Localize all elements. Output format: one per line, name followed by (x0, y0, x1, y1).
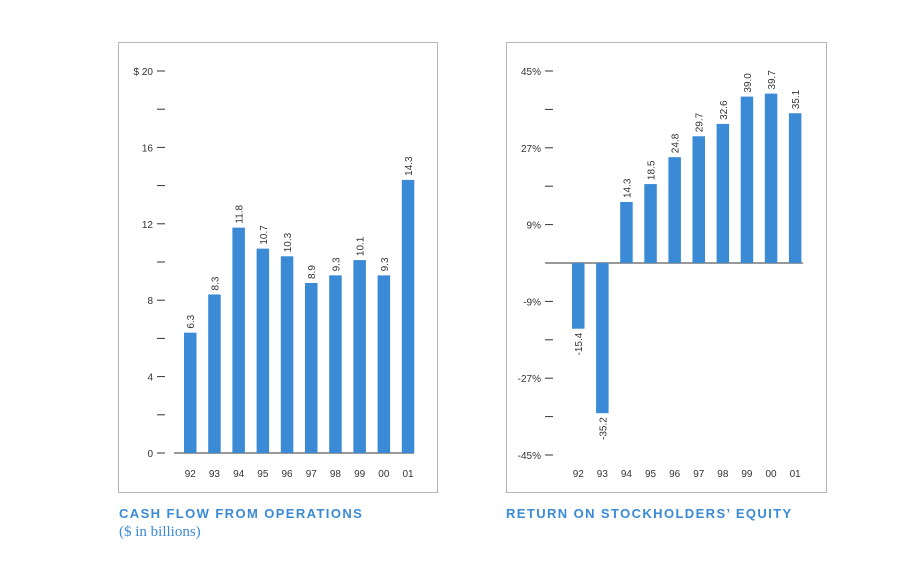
cash-flow-x-tick-label: 98 (330, 469, 342, 480)
cash-flow-x-tick-label: 95 (257, 469, 269, 480)
cash-flow-x-tick-label: 96 (281, 469, 293, 480)
roe-value-label: 29.7 (695, 112, 706, 132)
roe-y-tick-label: -27% (518, 374, 541, 385)
cash-flow-chart: 0 4 8 12 16 $ 20 6.3 92 8.3 93 11.8 94 10.7 95 10.3 96 8… (134, 67, 416, 480)
roe-chart: -45% -27% -9% 9% 27% 45% -15.4 92 -35.2 93 14.3 94 1… (518, 67, 803, 480)
roe-x-tick-label: 95 (645, 469, 657, 480)
roe-x-tick-label: 96 (669, 469, 681, 480)
cash-flow-x-tick-label: 99 (354, 469, 366, 480)
roe-y-tick-label: -9% (523, 297, 541, 308)
roe-chart-title: RETURN ON STOCKHOLDERS’ EQUITY (506, 506, 793, 521)
roe-x-tick-label: 98 (717, 469, 729, 480)
cash-flow-chart-subtitle: ($ in billions) (119, 524, 201, 540)
roe-y-tick-label: 27% (521, 144, 541, 155)
roe-bar (764, 93, 778, 263)
roe-value-label: 14.3 (622, 178, 633, 198)
roe-x-tick-label: 99 (741, 469, 753, 480)
roe-bar (692, 136, 705, 263)
roe-value-label: -35.2 (598, 417, 609, 440)
roe-value-label: 18.5 (647, 160, 658, 180)
cash-flow-y-tick-label: 4 (147, 373, 153, 384)
cash-flow-value-label: 9.3 (331, 257, 342, 271)
roe-bar (644, 184, 657, 263)
cash-flow-bar (232, 227, 245, 453)
cash-flow-y-tick-label: 8 (147, 296, 153, 307)
roe-chart-panel: -45% -27% -9% 9% 27% 45% -15.4 92 -35.2 93 14.3 94 1… (506, 42, 827, 493)
cash-flow-bar (329, 275, 342, 453)
cash-flow-value-label: 8.9 (307, 265, 318, 279)
cash-flow-y-tick-label: $ 20 (134, 67, 154, 78)
cash-flow-x-tick-label: 93 (209, 469, 221, 480)
cash-flow-y-tick-label: 16 (142, 143, 154, 154)
roe-bar (596, 263, 609, 414)
roe-x-tick-label: 94 (621, 469, 633, 480)
cash-flow-value-label: 10.7 (259, 225, 270, 245)
cash-flow-bar (208, 294, 221, 453)
cash-flow-x-tick-label: 92 (185, 469, 197, 480)
roe-y-tick-label: 9% (527, 221, 542, 232)
roe-value-label: 39.7 (767, 70, 778, 90)
cash-flow-chart-title: CASH FLOW FROM OPERATIONS (119, 506, 364, 521)
roe-bar (668, 157, 681, 263)
cash-flow-value-label: 10.3 (283, 232, 294, 252)
roe-bar (740, 96, 754, 263)
roe-value-label: -15.4 (574, 332, 585, 355)
cash-flow-bar (353, 260, 366, 453)
cash-flow-bar (280, 256, 294, 453)
roe-x-tick-label: 92 (573, 469, 585, 480)
cash-flow-value-label: 10.1 (356, 236, 367, 256)
roe-x-tick-label: 97 (693, 469, 705, 480)
roe-value-label: 35.1 (791, 89, 802, 109)
cash-flow-x-tick-label: 01 (402, 469, 414, 480)
cash-flow-chart-panel: 0 4 8 12 16 $ 20 6.3 92 8.3 93 11.8 94 10.7 95 10.3 96 8… (118, 42, 438, 493)
cash-flow-y-tick-label: 0 (147, 449, 153, 460)
roe-value-label: 39.0 (743, 73, 754, 93)
cash-flow-value-label: 11.8 (235, 204, 246, 223)
roe-bar (716, 123, 730, 263)
cash-flow-bar (184, 332, 197, 453)
cash-flow-bar (377, 275, 391, 453)
roe-bar (788, 113, 802, 264)
cash-flow-value-label: 8.3 (210, 276, 221, 290)
cash-flow-x-tick-label: 00 (378, 469, 390, 480)
cash-flow-value-label: 14.3 (404, 156, 415, 176)
roe-bar (572, 263, 585, 329)
roe-x-tick-label: 01 (790, 469, 802, 480)
roe-value-label: 24.8 (671, 133, 682, 153)
cash-flow-bar (256, 248, 270, 453)
roe-y-tick-label: -45% (518, 451, 541, 462)
roe-y-tick-label: 45% (521, 67, 541, 78)
roe-value-label: 32.6 (719, 100, 730, 120)
cash-flow-value-label: 6.3 (186, 314, 197, 328)
roe-bar (620, 201, 633, 263)
cash-flow-bar (401, 179, 415, 453)
cash-flow-x-tick-label: 94 (233, 469, 245, 480)
cash-flow-bar (305, 283, 318, 453)
cash-flow-value-label: 9.3 (380, 257, 391, 271)
cash-flow-x-tick-label: 97 (306, 469, 318, 480)
roe-x-tick-label: 93 (597, 469, 609, 480)
cash-flow-y-tick-label: 12 (142, 220, 154, 231)
roe-x-tick-label: 00 (765, 469, 777, 480)
